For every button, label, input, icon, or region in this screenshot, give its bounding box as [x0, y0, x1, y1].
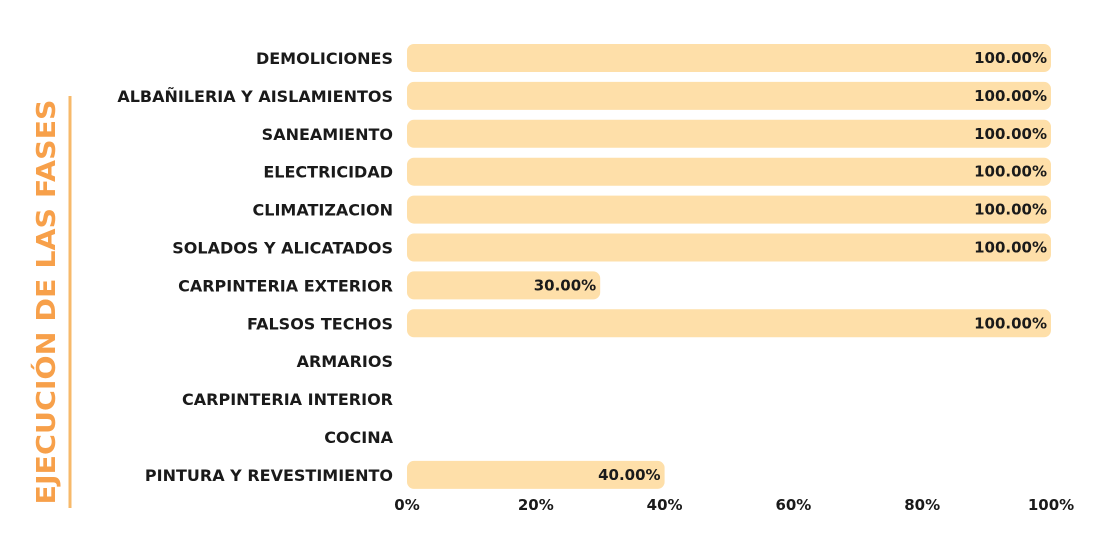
bar — [407, 157, 1051, 186]
x-tick-label: 60% — [775, 496, 811, 514]
data-label: 40.00% — [598, 466, 660, 484]
bar — [407, 195, 1051, 224]
x-tick-label: 80% — [904, 496, 940, 514]
category-label: FALSOS TECHOS — [247, 314, 393, 333]
category-label: CARPINTERIA EXTERIOR — [178, 276, 393, 295]
bar — [407, 460, 665, 489]
x-tick-label: 20% — [518, 496, 554, 514]
data-label: 100.00% — [974, 49, 1047, 67]
category-label: COCINA — [324, 428, 393, 447]
data-label: 100.00% — [974, 125, 1047, 143]
bar — [407, 233, 1051, 262]
category-label: SOLADOS Y ALICATADOS — [172, 239, 393, 258]
bar — [407, 119, 1051, 148]
category-label: ARMARIOS — [297, 352, 393, 371]
category-label: PINTURA Y REVESTIMIENTO — [145, 466, 393, 485]
data-label: 100.00% — [974, 239, 1047, 257]
category-label: CLIMATIZACION — [253, 201, 394, 220]
category-label: SANEAMIENTO — [262, 125, 393, 144]
data-label: 30.00% — [534, 276, 596, 294]
bar — [407, 271, 601, 300]
data-label: 100.00% — [974, 314, 1047, 332]
x-tick-label: 0% — [394, 496, 419, 514]
data-label: 100.00% — [974, 163, 1047, 181]
bar — [407, 44, 1051, 72]
side-title-text: EJECUCIÓN DE LAS FASES — [30, 99, 62, 504]
category-label: DEMOLICIONES — [256, 49, 393, 68]
category-label: CARPINTERIA INTERIOR — [182, 390, 393, 409]
x-tick-label: 40% — [647, 496, 683, 514]
category-label: ELECTRICIDAD — [263, 163, 393, 182]
data-label: 100.00% — [974, 87, 1047, 105]
bar — [407, 309, 1051, 338]
x-tick-label: 100% — [1028, 496, 1074, 514]
bar — [407, 81, 1051, 110]
category-label: ALBAÑILERIA Y AISLAMIENTOS — [117, 87, 393, 106]
data-label: 100.00% — [974, 201, 1047, 219]
side-title: EJECUCIÓN DE LAS FASES — [30, 96, 72, 508]
